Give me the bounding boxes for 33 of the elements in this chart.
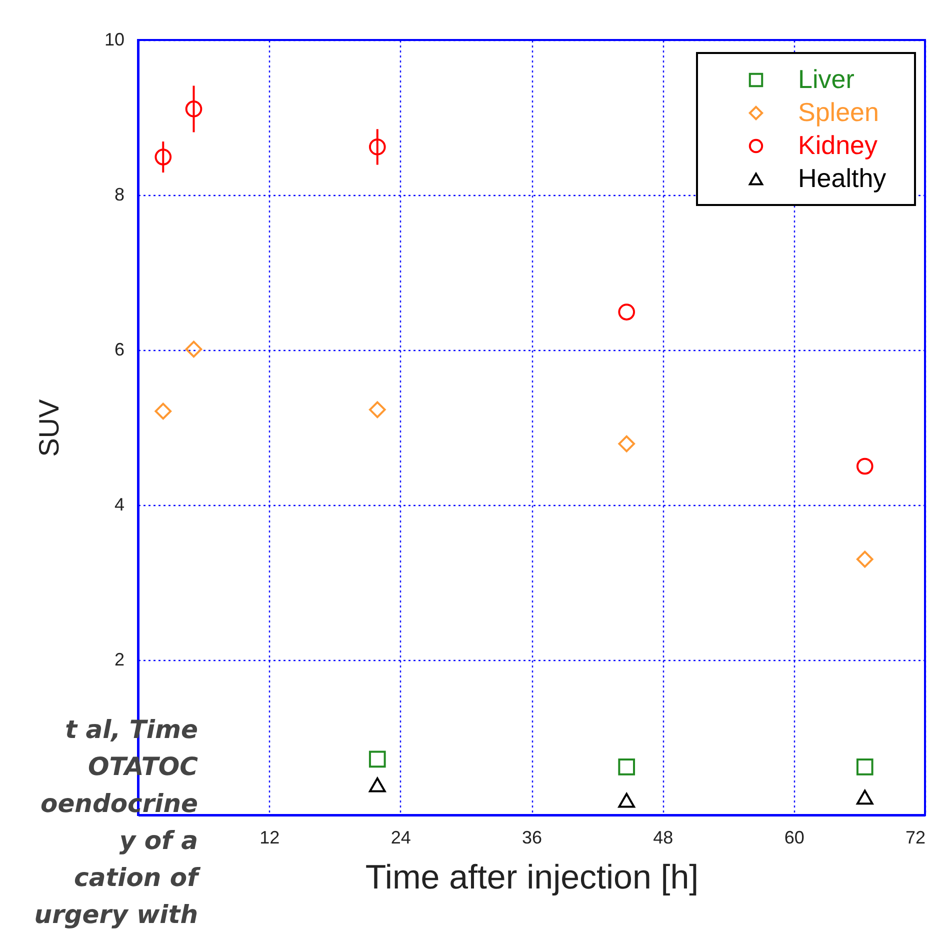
legend-label: Healthy [798,163,886,193]
legend-label: Spleen [798,97,879,127]
y-tick-label: 8 [114,184,124,204]
point [618,758,636,776]
x-axis-title: Time after injection [h] [365,858,699,896]
legend-label: Liver [798,64,855,94]
point [368,401,386,418]
point [185,340,202,358]
point [368,138,386,156]
legend-label: Kidney [798,130,878,160]
point [856,758,874,776]
x-tick-label: 36 [522,828,542,848]
point [856,550,874,568]
point [185,100,202,118]
point [618,304,636,320]
point [856,458,874,475]
point [618,792,636,808]
x-tick-label: 48 [653,828,674,848]
point [368,750,386,768]
point [618,435,636,452]
y-tick-label: 6 [114,340,124,360]
x-tick-label: 72 [905,828,926,848]
x-tick-label: 24 [390,828,411,848]
y-tick-label: 10 [104,30,124,50]
point [368,777,386,792]
point [856,790,874,805]
y-tick-label: 2 [114,650,124,670]
y-tick-label: 4 [114,494,124,514]
x-tick-label: 60 [784,828,804,848]
x-tick-label: 12 [260,828,280,848]
point [154,148,172,166]
point [154,402,172,420]
y-axis-title: SUV [33,398,64,457]
